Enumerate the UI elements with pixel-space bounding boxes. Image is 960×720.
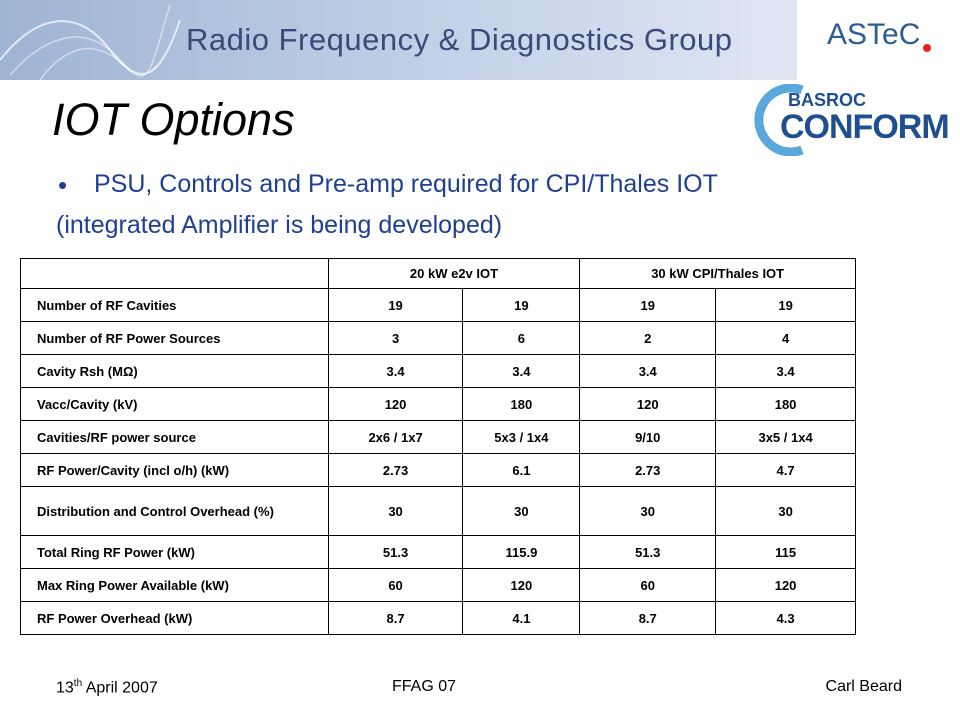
table-cell: 2 <box>579 321 717 355</box>
table-cell: 120 <box>715 568 856 602</box>
table-row: Cavity Rsh (MΩ) 3.4 3.4 3.4 3.4 <box>20 354 856 388</box>
row-label: Number of RF Power Sources <box>20 321 329 355</box>
table-cell: 4.1 <box>462 601 581 635</box>
partner-logo-top: BASROC <box>788 90 867 110</box>
table-cell: 60 <box>579 568 717 602</box>
partner-logo-bottom: CONFORM <box>780 108 950 146</box>
table-cell: 2x6 / 1x7 <box>327 420 464 454</box>
table-row: Cavities/RF power source 2x6 / 1x7 5x3 / 1… <box>20 420 856 454</box>
table-cell: 30 <box>462 486 581 536</box>
table-cell: 120 <box>462 568 581 602</box>
table-cell: 51.3 <box>327 535 464 569</box>
logo: ASTeC <box>827 18 921 51</box>
table-cell: 6.1 <box>462 453 581 487</box>
footer-author: Carl Beard <box>825 678 902 695</box>
column-header: 20 kW e2v IOT <box>327 258 581 289</box>
table-row: Number of RF Cavities 19 19 19 19 <box>20 288 856 322</box>
header-corner <box>20 258 329 289</box>
table-cell: 60 <box>327 568 464 602</box>
footer-suffix: th <box>73 678 83 689</box>
table-row: Max Ring Power Available (kW) 60 120 60 120 <box>20 568 856 602</box>
row-label: Distribution and Control Overhead (%) <box>20 486 329 536</box>
table-cell: 6 <box>462 321 581 355</box>
bullet-marker: • <box>58 170 68 200</box>
logo-dot <box>923 44 931 52</box>
footer-date-rest: April 2007 <box>82 679 158 697</box>
table-cell: 120 <box>579 387 717 421</box>
table-cell: 19 <box>579 288 717 322</box>
table-cell: 19 <box>462 288 581 322</box>
table-cell: 4.3 <box>715 601 856 635</box>
footer-date: 13th April 2007 <box>56 678 158 697</box>
table-cell: 30 <box>715 486 856 536</box>
table-cell: 2.73 <box>579 453 717 487</box>
table-cell: 19 <box>327 288 464 322</box>
table-row: RF Power Overhead (kW) 8.7 4.1 8.7 4.3 <box>20 601 856 635</box>
table-cell: 120 <box>327 387 464 421</box>
table-row: Distribution and Control Overhead (%) 30 3… <box>20 486 856 536</box>
row-label: Max Ring Power Available (kW) <box>20 568 329 602</box>
table-cell: 3 <box>327 321 464 355</box>
table-cell: 2.73 <box>327 453 464 487</box>
footer-event: FFAG 07 <box>392 678 457 695</box>
bullet-text: (integrated Amplifier is being developed… <box>56 211 503 239</box>
table-cell: 180 <box>462 387 581 421</box>
table-cell: 8.7 <box>327 601 464 635</box>
table-cell: 3.4 <box>462 354 581 388</box>
row-label: Cavity Rsh (MΩ) <box>20 354 329 388</box>
footer-day: 13 <box>56 679 74 697</box>
banner-title: Radio Frequency & Diagnostics Group <box>186 22 733 57</box>
bullet-text: PSU, Controls and Pre-amp required for C… <box>94 170 718 198</box>
table-row: Vacc/Cavity (kV) 120 180 120 180 <box>20 387 856 421</box>
table-cell: 19 <box>715 288 856 322</box>
logo-box: ASTeC <box>797 0 960 80</box>
row-label: Vacc/Cavity (kV) <box>20 387 329 421</box>
row-label: Total Ring RF Power (kW) <box>20 535 329 569</box>
table-cell: 9/10 <box>579 420 717 454</box>
table-cell: 115 <box>715 535 856 569</box>
row-label: RF Power Overhead (kW) <box>20 601 329 635</box>
row-label: RF Power/Cavity (incl o/h) (kW) <box>20 453 329 487</box>
table-cell: 5x3 / 1x4 <box>462 420 581 454</box>
table-cell: 30 <box>327 486 464 536</box>
table-cell: 3.4 <box>327 354 464 388</box>
table-cell: 3.4 <box>715 354 856 388</box>
slide-title: IOT Options <box>52 94 295 145</box>
table-cell: 115.9 <box>462 535 581 569</box>
table-cell: 30 <box>579 486 717 536</box>
table-cell: 8.7 <box>579 601 717 635</box>
table-cell: 4.7 <box>715 453 856 487</box>
table-cell: 3.4 <box>579 354 717 388</box>
column-header: 30 kW CPI/Thales IOT <box>579 258 856 289</box>
table-cell: 51.3 <box>579 535 717 569</box>
partner-logo: BASROC CONFORM <box>752 84 950 156</box>
banner: Radio Frequency & Diagnostics Group <box>0 0 797 80</box>
table-cell: 4 <box>715 321 856 355</box>
logo-arc <box>754 84 804 156</box>
header-row: 20 kW e2v IOT 30 kW CPI/Thales IOT <box>20 258 856 289</box>
table-cell: 3x5 / 1x4 <box>715 420 856 454</box>
banner-swirl <box>0 4 181 80</box>
table-row: RF Power/Cavity (incl o/h) (kW) 2.73 6.1 2.… <box>20 453 856 487</box>
table-row: Total Ring RF Power (kW) 51.3 115.9 51.3 115 <box>20 535 856 569</box>
table: 20 kW e2v IOT 30 kW CPI/Thales IOT Number … <box>20 258 856 635</box>
table-cell: 180 <box>715 387 856 421</box>
table-row: Number of RF Power Sources 3 6 2 4 <box>20 321 856 355</box>
row-label: Cavities/RF power source <box>20 420 329 454</box>
row-label: Number of RF Cavities <box>20 288 329 322</box>
